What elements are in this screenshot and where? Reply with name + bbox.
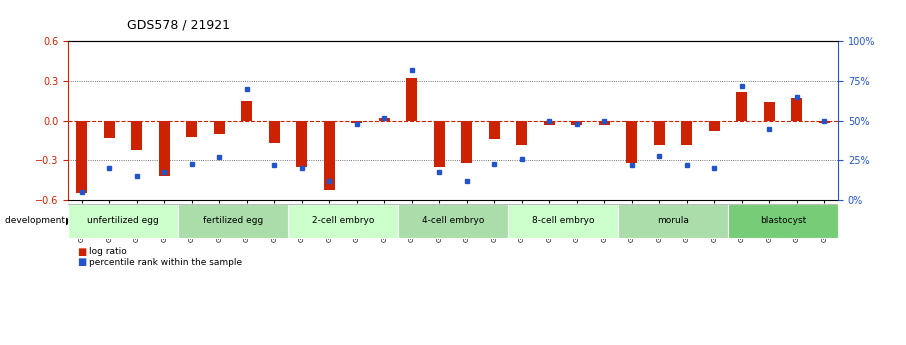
Text: unfertilized egg: unfertilized egg <box>87 216 159 225</box>
Bar <box>819 121 830 124</box>
Text: GDS578 / 21921: GDS578 / 21921 <box>127 18 230 31</box>
Bar <box>434 121 445 167</box>
Bar <box>544 121 554 125</box>
Bar <box>626 121 637 163</box>
Text: 8-cell embryo: 8-cell embryo <box>532 216 594 225</box>
Bar <box>269 121 280 143</box>
Bar <box>764 102 775 121</box>
Bar <box>572 121 583 125</box>
Text: ■: ■ <box>77 257 86 267</box>
Text: 2-cell embryo: 2-cell embryo <box>312 216 374 225</box>
Text: ■: ■ <box>77 247 86 257</box>
Text: blastocyst: blastocyst <box>760 216 806 225</box>
Bar <box>323 121 334 189</box>
Bar <box>516 121 527 145</box>
Bar <box>406 78 418 121</box>
Bar <box>461 121 472 163</box>
Bar <box>187 121 198 137</box>
Bar <box>352 121 362 124</box>
Bar <box>296 121 307 167</box>
Text: percentile rank within the sample: percentile rank within the sample <box>89 258 242 267</box>
Bar <box>379 118 390 121</box>
Text: morula: morula <box>657 216 689 225</box>
Bar <box>737 92 747 121</box>
Text: log ratio: log ratio <box>89 247 127 256</box>
Bar <box>103 121 115 138</box>
Bar <box>159 121 169 176</box>
Bar <box>76 121 87 194</box>
Bar <box>681 121 692 145</box>
Bar <box>791 98 803 121</box>
Bar <box>488 121 500 139</box>
Text: 4-cell embryo: 4-cell embryo <box>422 216 484 225</box>
Text: fertilized egg: fertilized egg <box>203 216 263 225</box>
Bar <box>131 121 142 150</box>
Bar <box>599 121 610 125</box>
Bar <box>654 121 665 145</box>
Text: ▶: ▶ <box>66 216 73 226</box>
Bar <box>214 121 225 134</box>
Text: development stage: development stage <box>5 216 92 225</box>
Bar <box>241 101 252 121</box>
Bar <box>708 121 719 131</box>
